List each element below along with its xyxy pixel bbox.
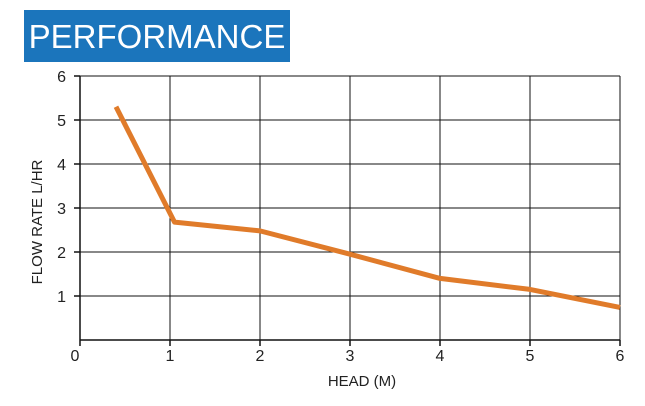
y-tick-label-3: 3 [57, 201, 66, 218]
x-tick-label-0: 0 [71, 348, 80, 365]
chart-title: PERFORMANCE [28, 17, 286, 55]
series-layer [113, 105, 621, 310]
x-tick-label-1: 1 [166, 348, 175, 365]
y-axis-label: FLOW RATE L/HR [29, 159, 46, 284]
x-tick-label-6: 6 [616, 348, 625, 365]
tick-labels: 0 1 2 3 4 5 6 1 2 3 4 5 6 [57, 69, 624, 365]
x-tick-label-2: 2 [256, 348, 265, 365]
y-tick-label-2: 2 [57, 245, 66, 262]
y-tick-label-6: 6 [57, 69, 66, 86]
y-tick-label-4: 4 [57, 157, 66, 174]
y-tick-label-1: 1 [57, 289, 66, 306]
x-axis-label: HEAD (M) [328, 373, 396, 390]
x-tick-label-3: 3 [346, 348, 355, 365]
x-tick-label-5: 5 [526, 348, 535, 365]
x-tick-label-4: 4 [436, 348, 445, 365]
y-tick-label-5: 5 [57, 113, 66, 130]
series-line-0 [113, 105, 621, 310]
grid [80, 75, 621, 340]
axes [74, 75, 621, 346]
title-banner: PERFORMANCE [24, 10, 290, 62]
